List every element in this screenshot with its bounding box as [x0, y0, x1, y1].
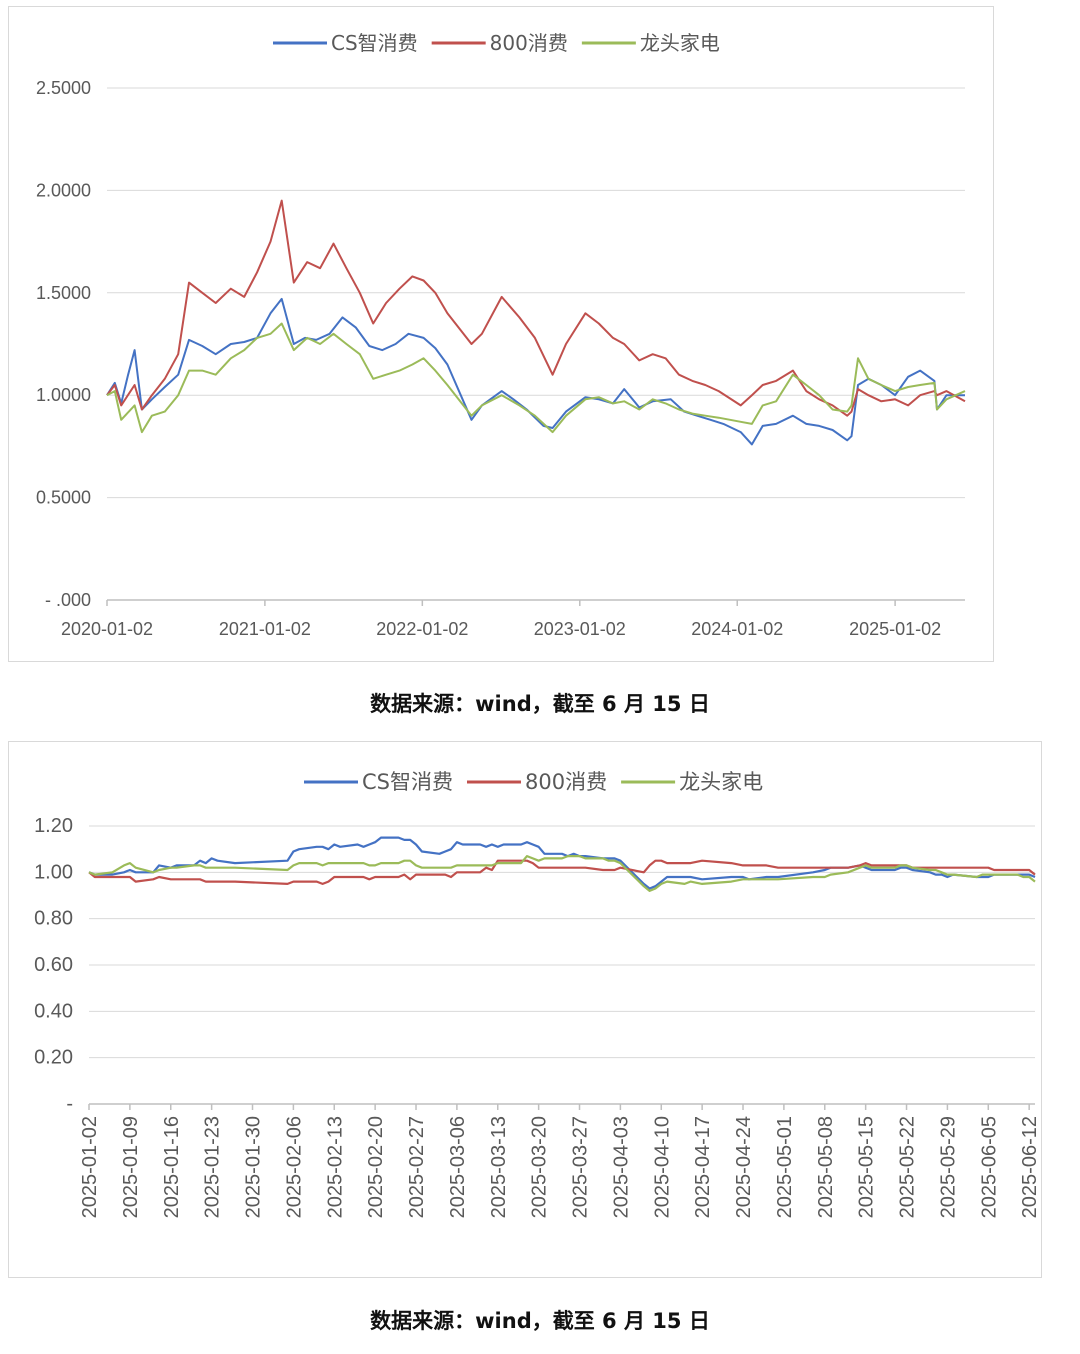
y-tick-label: 1.20	[34, 815, 73, 837]
x-tick-label: 2025-03-13	[488, 1116, 510, 1218]
chart-ytd: - 0.20 0.40 0.60 0.80 1.00 1.20 2025-01-02 2025-…	[34, 770, 1041, 1218]
x-tick-label: 2025-05-29	[937, 1116, 959, 1218]
legend-entry: 龙头家电	[679, 770, 763, 794]
x-tick-label: 2025-05-01	[774, 1116, 796, 1218]
x-tick-label: 2025-06-12	[1019, 1116, 1041, 1218]
x-tick-label: 2025-01-02	[79, 1116, 101, 1218]
series-line	[106, 322, 966, 434]
x-tick-label: 2024-01-02	[691, 619, 783, 639]
chart-panel-ytd: - 0.20 0.40 0.60 0.80 1.00 1.20 2025-01-02 2025-…	[8, 741, 1042, 1278]
y-tick-label: 0.20	[34, 1047, 73, 1069]
y-tick-label: 0.5000	[36, 488, 91, 508]
x-tick-label: 2025-01-16	[161, 1116, 183, 1218]
x-tick-label: 2025-04-03	[610, 1116, 632, 1218]
y-tick-label: -	[66, 1093, 73, 1115]
x-tick-label: 2025-01-23	[202, 1116, 224, 1218]
legend-entry: 800消费	[525, 770, 607, 794]
x-tick-label: 2025-01-09	[120, 1116, 142, 1218]
y-tick-label: 1.0000	[36, 385, 91, 405]
y-tick-label: 1.00	[34, 861, 73, 883]
series-line	[106, 199, 966, 417]
legend-entry: CS智消费	[331, 31, 418, 55]
x-tick-label: 2025-03-06	[447, 1116, 469, 1218]
x-tick-label: 2025-02-20	[365, 1116, 387, 1218]
x-tick-label: 2025-05-08	[815, 1116, 837, 1218]
y-tick-label: - .000	[45, 590, 91, 610]
x-tick-label: 2025-03-20	[529, 1116, 551, 1218]
x-tick-label: 2022-01-02	[376, 619, 468, 639]
series-line	[106, 297, 965, 446]
x-tick-label: 2025-04-10	[651, 1116, 673, 1218]
y-tick-label: 2.0000	[36, 180, 91, 200]
x-tick-label: 2025-05-22	[897, 1116, 919, 1218]
chart-panel-long-term: - .000 0.5000 1.0000 1.5000 2.0000 2.5000 2020…	[8, 6, 994, 662]
x-tick-label: 2020-01-02	[61, 619, 153, 639]
x-tick-label: 2025-03-27	[570, 1116, 592, 1218]
x-tick-label: 2025-02-13	[324, 1116, 346, 1218]
x-tick-label: 2025-02-06	[283, 1116, 305, 1218]
x-tick-label: 2021-01-02	[219, 619, 311, 639]
chart-caption: 数据来源：wind，截至 6 月 15 日	[370, 692, 710, 716]
y-tick-label: 2.5000	[36, 78, 91, 98]
x-tick-label: 2025-06-05	[978, 1116, 1000, 1218]
x-tick-label: 2025-04-17	[692, 1116, 714, 1218]
chart-caption: 数据来源：wind，截至 6 月 15 日	[370, 1309, 710, 1333]
x-tick-label: 2025-01-02	[849, 619, 941, 639]
x-tick-label: 2025-04-24	[733, 1116, 755, 1218]
x-tick-label: 2023-01-02	[534, 619, 626, 639]
y-tick-label: 1.5000	[36, 283, 91, 303]
chart-long-term: - .000 0.5000 1.0000 1.5000 2.0000 2.5000 2020…	[36, 31, 966, 639]
legend-entry: CS智消费	[362, 770, 453, 794]
y-tick-label: 0.80	[34, 908, 73, 930]
series-line	[88, 854, 1036, 892]
series-line	[88, 836, 1036, 890]
legend-entry: 800消费	[490, 31, 568, 55]
x-tick-label: 2025-01-30	[243, 1116, 265, 1218]
x-tick-label: 2025-05-15	[856, 1116, 878, 1218]
y-tick-label: 0.40	[34, 1000, 73, 1022]
x-tick-label: 2025-02-27	[406, 1116, 428, 1218]
legend-entry: 龙头家电	[640, 31, 720, 55]
y-tick-label: 0.60	[34, 954, 73, 976]
